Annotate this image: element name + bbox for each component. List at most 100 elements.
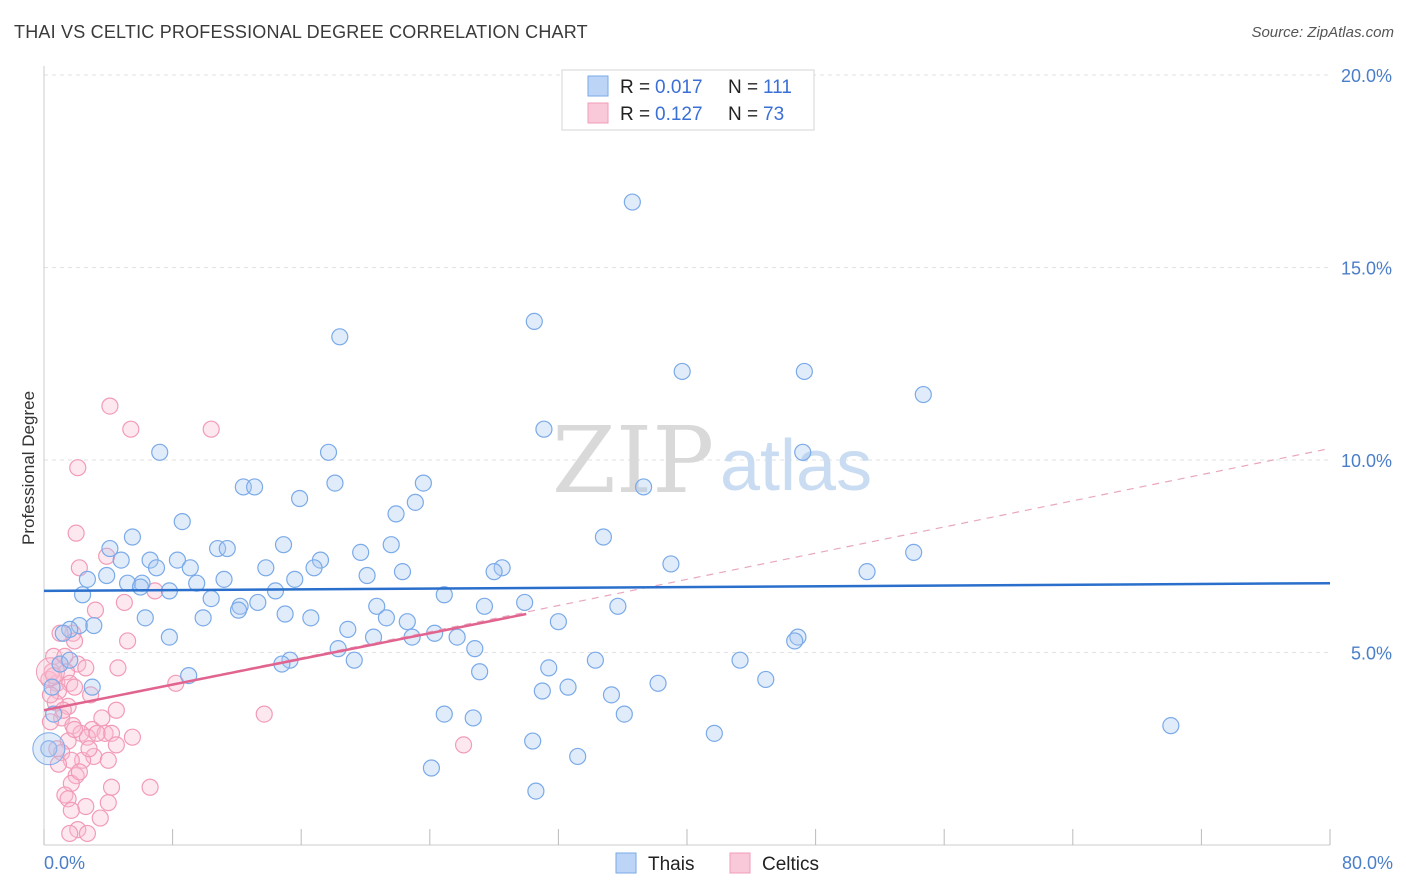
thais-point-94 <box>705 724 723 742</box>
thais-point-18 <box>173 512 191 531</box>
thais-point-8 <box>319 443 338 461</box>
stats-legend: R = 0.017 N = 111 R = 0.127 N = 73 <box>561 69 815 131</box>
thais-point-55 <box>249 593 267 612</box>
thais-point-39 <box>393 563 412 581</box>
thais-point-40 <box>905 543 923 562</box>
thais-cluster-point <box>32 732 66 766</box>
legend-r-value-celtics: 0.127 <box>655 104 703 125</box>
thais-point-7 <box>151 443 169 461</box>
celtics-cluster-point <box>35 657 65 687</box>
celtics-point-0 <box>101 397 119 415</box>
thais-point-38 <box>858 563 876 581</box>
thais-point-53 <box>202 589 220 608</box>
thais-point-58 <box>516 593 534 612</box>
thais-point-52 <box>131 578 150 596</box>
thais-point-22 <box>382 536 400 554</box>
thais-point-24 <box>209 539 227 558</box>
y-tick-label-1: 10.0% <box>1341 451 1392 471</box>
thais-point-67 <box>70 616 88 635</box>
thais-point-2 <box>331 328 349 346</box>
watermark-atlas: atlas <box>720 426 872 506</box>
thais-point-57 <box>475 597 494 615</box>
celtics-point-18 <box>109 659 127 677</box>
thais-point-103 <box>40 740 58 758</box>
thais-point-59 <box>609 597 627 615</box>
thais-point-20 <box>594 528 613 546</box>
thais-point-0 <box>623 193 641 211</box>
celtics-point-56 <box>78 824 97 843</box>
legend-swatch-celtics <box>587 102 609 124</box>
thais-point-11 <box>245 478 264 496</box>
thais-point-91 <box>435 705 453 723</box>
thais-point-26 <box>352 543 370 562</box>
y-tick-labels: 5.0% 10.0% 15.0% 20.0% <box>1341 66 1392 664</box>
watermark: ZIP atlas <box>552 407 872 514</box>
thais-point-4 <box>795 362 813 381</box>
thais-point-75 <box>160 628 178 646</box>
celtics-point-66 <box>70 763 88 781</box>
thais-point-3 <box>673 362 691 381</box>
thais-point-21 <box>274 536 293 554</box>
thais-point-9 <box>794 443 812 461</box>
celtics-point-4 <box>67 524 85 542</box>
watermark-zip: ZIP <box>552 407 714 514</box>
thais-point-87 <box>649 674 667 692</box>
thais-point-101 <box>43 678 61 696</box>
thais-point-92 <box>615 705 633 723</box>
thais-point-78 <box>466 640 484 658</box>
celtics-point-68 <box>93 709 111 727</box>
celtics-point-13 <box>118 632 137 650</box>
y-axis-label: Professional Degree <box>19 391 38 545</box>
thais-point-35 <box>493 559 511 577</box>
celtics-point-47 <box>102 778 121 796</box>
thais-point-36 <box>485 563 503 581</box>
legend-r-label-celtics: R = <box>620 104 650 125</box>
celtics-point-3 <box>69 459 87 477</box>
thais-point-89 <box>533 682 551 700</box>
thais-point-12 <box>326 474 344 492</box>
celtics-point-52 <box>62 801 80 819</box>
grid <box>44 74 1330 653</box>
axes <box>43 66 1331 846</box>
bottom-legend: Thais Celtics <box>615 852 819 875</box>
thais-point-13 <box>414 474 432 492</box>
celtics-point-9 <box>86 601 105 619</box>
thais-point-95 <box>524 732 542 750</box>
thais-point-79 <box>329 640 347 658</box>
thais-point-65 <box>398 613 416 631</box>
trendlines <box>43 447 1331 712</box>
celtics-point-51 <box>77 797 95 816</box>
y-tick-label-2: 15.0% <box>1341 259 1392 279</box>
thais-point-82 <box>586 651 604 669</box>
legend-n-label-thais: N = <box>728 77 758 98</box>
thais-point-64 <box>377 609 395 627</box>
celtics-point-61 <box>88 724 106 742</box>
x-tick-label-max: 80.0% <box>1342 853 1393 873</box>
legend-r-label-thais: R = <box>620 77 650 98</box>
celtics-point-43 <box>99 751 117 769</box>
bottom-legend-swatch-thais <box>615 852 637 874</box>
celtics-point-60 <box>77 659 95 677</box>
thais-point-85 <box>471 663 489 681</box>
thais-point-1 <box>525 312 543 330</box>
thais-point-83 <box>731 651 749 669</box>
celtics-point-44 <box>454 736 473 754</box>
celtics-point-48 <box>141 778 159 796</box>
thais-point-37 <box>662 555 680 573</box>
thais-point-30 <box>112 551 130 569</box>
thais-point-23 <box>101 539 119 558</box>
thais-point-33 <box>147 559 166 577</box>
thais-point-17 <box>387 505 405 523</box>
thais-point-93 <box>464 709 482 727</box>
celtics-point-2 <box>202 420 220 438</box>
thais-point-56 <box>368 597 386 615</box>
y-tick-label-3: 20.0% <box>1341 66 1392 86</box>
chart-title: THAI VS CELTIC PROFESSIONAL DEGREE CORRE… <box>14 22 588 42</box>
celtics-point-70 <box>65 678 84 696</box>
celtics-trendline-extended <box>43 447 1331 711</box>
thais-point-60 <box>136 609 154 627</box>
thais-point-66 <box>549 613 568 631</box>
thais-point-70 <box>339 620 357 639</box>
thais-point-104 <box>73 586 92 604</box>
bottom-legend-label-thais: Thais <box>648 854 694 875</box>
